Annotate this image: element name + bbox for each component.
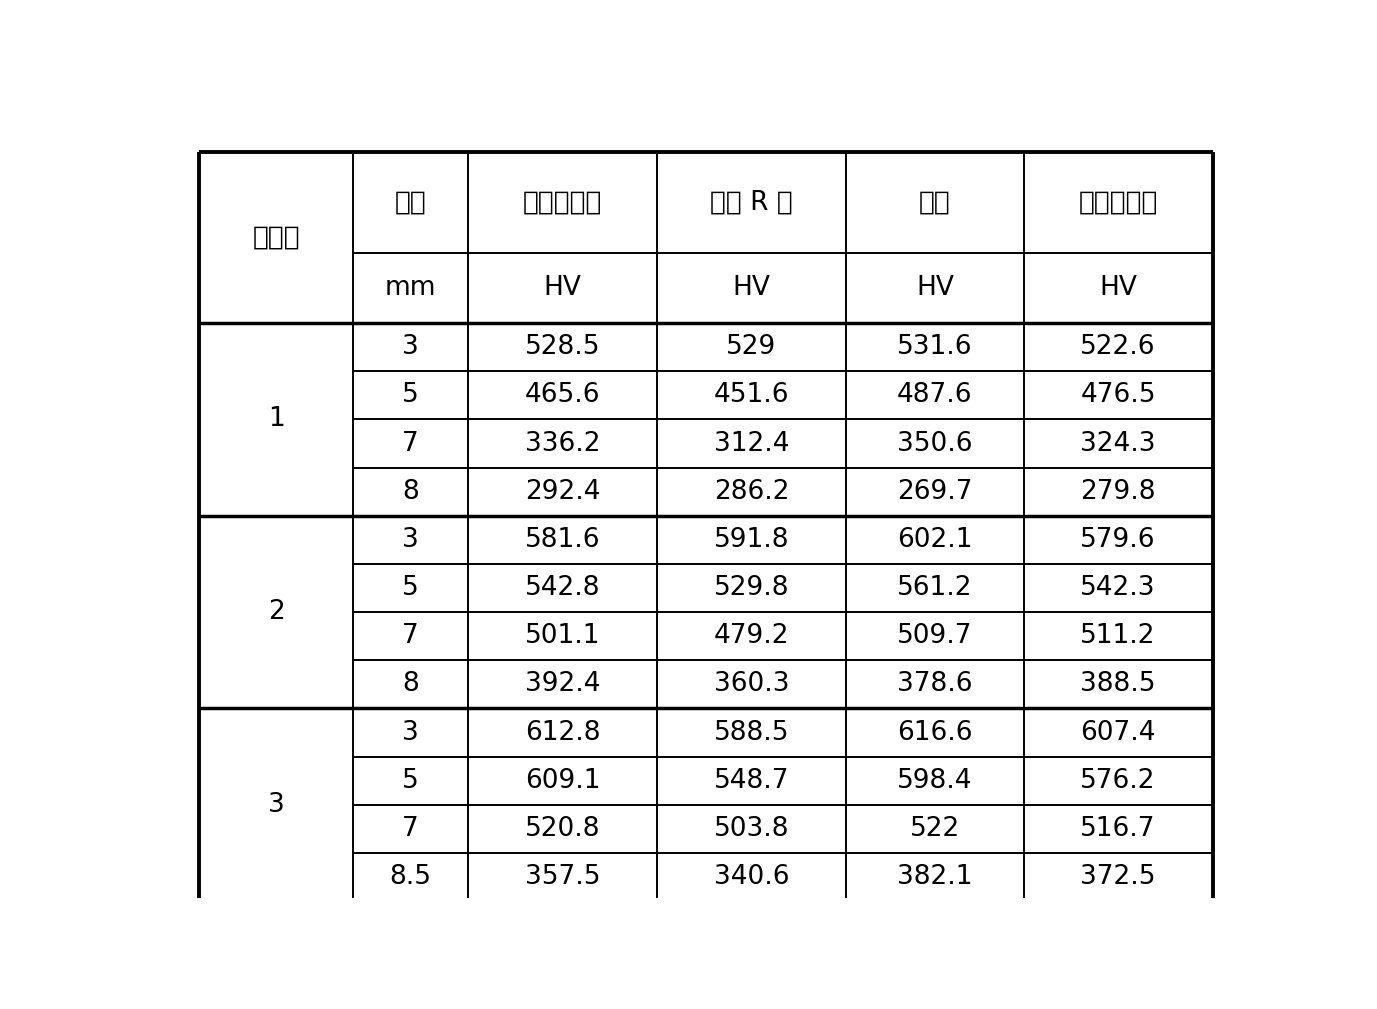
Text: 350.6: 350.6 xyxy=(896,431,972,456)
Text: 529: 529 xyxy=(727,334,777,360)
Text: 5: 5 xyxy=(402,768,419,794)
Text: 579.6: 579.6 xyxy=(1081,527,1155,553)
Text: 1: 1 xyxy=(267,407,285,433)
Text: 591.8: 591.8 xyxy=(713,527,789,553)
Text: 3: 3 xyxy=(402,527,419,553)
Text: 607.4: 607.4 xyxy=(1081,719,1155,746)
Text: 542.3: 542.3 xyxy=(1081,575,1155,601)
Text: 324.3: 324.3 xyxy=(1081,431,1155,456)
Text: 501.1: 501.1 xyxy=(525,624,600,649)
Text: 561.2: 561.2 xyxy=(896,575,972,601)
Text: 齿底: 齿底 xyxy=(918,190,950,216)
Text: 531.6: 531.6 xyxy=(896,334,972,360)
Text: 292.4: 292.4 xyxy=(525,478,600,504)
Text: 357.5: 357.5 xyxy=(525,864,600,890)
Text: HV: HV xyxy=(733,275,771,301)
Text: 7: 7 xyxy=(402,431,419,456)
Text: mm: mm xyxy=(386,275,437,301)
Text: 286.2: 286.2 xyxy=(713,478,789,504)
Text: 3: 3 xyxy=(402,334,419,360)
Text: 7: 7 xyxy=(402,624,419,649)
Text: HV: HV xyxy=(1099,275,1137,301)
Text: 3: 3 xyxy=(267,792,285,817)
Text: 深度: 深度 xyxy=(395,190,427,216)
Text: 487.6: 487.6 xyxy=(896,382,972,409)
Text: 实施例: 实施例 xyxy=(252,225,300,250)
Text: 左齿面节圆: 左齿面节圆 xyxy=(1078,190,1158,216)
Text: 576.2: 576.2 xyxy=(1081,768,1155,794)
Text: 520.8: 520.8 xyxy=(525,816,600,842)
Text: 528.5: 528.5 xyxy=(525,334,600,360)
Text: 3: 3 xyxy=(402,719,419,746)
Text: HV: HV xyxy=(544,275,581,301)
Text: 516.7: 516.7 xyxy=(1081,816,1155,842)
Text: 479.2: 479.2 xyxy=(713,624,789,649)
Text: 529.8: 529.8 xyxy=(713,575,789,601)
Text: 522.6: 522.6 xyxy=(1081,334,1155,360)
Text: 451.6: 451.6 xyxy=(713,382,789,409)
Text: 340.6: 340.6 xyxy=(713,864,789,890)
Text: 612.8: 612.8 xyxy=(525,719,600,746)
Text: 588.5: 588.5 xyxy=(713,719,789,746)
Text: 602.1: 602.1 xyxy=(896,527,972,553)
Text: 312.4: 312.4 xyxy=(713,431,789,456)
Text: 616.6: 616.6 xyxy=(896,719,972,746)
Text: 5: 5 xyxy=(402,382,419,409)
Text: 548.7: 548.7 xyxy=(713,768,789,794)
Text: 336.2: 336.2 xyxy=(525,431,600,456)
Text: 503.8: 503.8 xyxy=(713,816,789,842)
Text: 齿根 R 处: 齿根 R 处 xyxy=(711,190,793,216)
Text: 388.5: 388.5 xyxy=(1081,671,1155,697)
Text: 8: 8 xyxy=(402,671,419,697)
Text: 7: 7 xyxy=(402,816,419,842)
Text: 372.5: 372.5 xyxy=(1081,864,1155,890)
Text: 522: 522 xyxy=(910,816,960,842)
Text: 598.4: 598.4 xyxy=(896,768,972,794)
Text: 2: 2 xyxy=(267,599,285,626)
Text: 360.3: 360.3 xyxy=(713,671,789,697)
Text: 右齿面节圆: 右齿面节圆 xyxy=(523,190,602,216)
Text: 476.5: 476.5 xyxy=(1081,382,1155,409)
Text: 269.7: 269.7 xyxy=(896,478,972,504)
Text: 465.6: 465.6 xyxy=(525,382,600,409)
Text: 581.6: 581.6 xyxy=(525,527,600,553)
Text: HV: HV xyxy=(916,275,954,301)
Text: 378.6: 378.6 xyxy=(896,671,972,697)
Text: 382.1: 382.1 xyxy=(896,864,972,890)
Text: 511.2: 511.2 xyxy=(1081,624,1155,649)
Text: 5: 5 xyxy=(402,575,419,601)
Text: 609.1: 609.1 xyxy=(525,768,600,794)
Text: 542.8: 542.8 xyxy=(525,575,600,601)
Text: 509.7: 509.7 xyxy=(896,624,972,649)
Text: 8.5: 8.5 xyxy=(390,864,432,890)
Text: 279.8: 279.8 xyxy=(1081,478,1155,504)
Text: 392.4: 392.4 xyxy=(525,671,600,697)
Text: 8: 8 xyxy=(402,478,419,504)
